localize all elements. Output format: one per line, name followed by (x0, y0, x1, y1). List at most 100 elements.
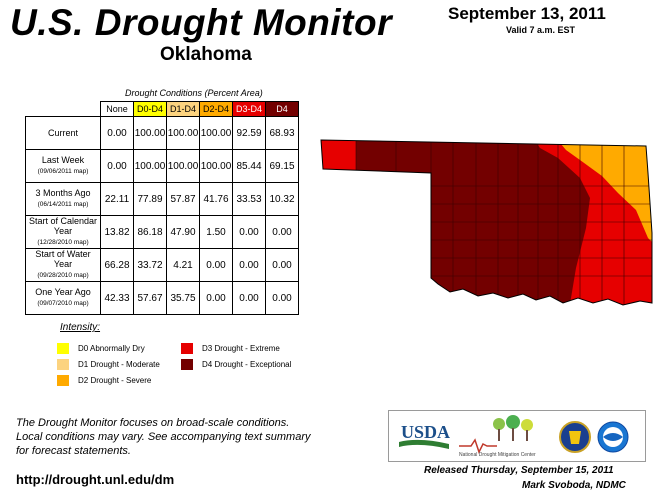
col-header-d1-d4: D1-D4 (166, 101, 200, 117)
row-label: Current (25, 116, 101, 150)
col-header-d4: D4 (265, 101, 299, 117)
noaa-logo-icon (597, 421, 629, 453)
valid-time: Valid 7 a.m. EST (506, 25, 576, 35)
table-cell: 41.76 (199, 182, 233, 216)
table-row: 3 Months Ago (06/14/2011 map) 22.11 77.89… (25, 182, 299, 216)
legend-item-d3: D3 Drought - Extreme (181, 343, 280, 354)
legend-label: D3 Drought - Extreme (202, 344, 280, 353)
row-label-text: Current (47, 128, 78, 138)
northeast-d2-area (556, 140, 652, 248)
legend-item-d2: D2 Drought - Severe (57, 375, 151, 386)
legend-label: D1 Drought - Moderate (78, 360, 160, 369)
legend-label: D2 Drought - Severe (78, 376, 152, 385)
table-cell: 0.00 (232, 215, 266, 249)
drought-conditions-table: None D0-D4 D1-D4 D2-D4 D3-D4 D4 Current … (25, 101, 299, 315)
table-cell: 92.59 (232, 116, 266, 150)
col-header-d0-d4: D0-D4 (133, 101, 167, 117)
table-cell: 100.00 (166, 149, 200, 183)
legend-item-d0: D0 Abnormally Dry (57, 343, 145, 354)
ndmc-pulse-icon (459, 438, 497, 454)
table-cell: 10.32 (265, 182, 299, 216)
table-row: Start of Water Year (09/28/2010 map) 66.2… (25, 248, 299, 282)
release-date: Released Thursday, September 15, 2011 (424, 465, 614, 476)
table-cell: 13.82 (100, 215, 134, 249)
row-label: Last Week (09/06/2011 map) (25, 149, 101, 183)
table-cell: 68.93 (265, 116, 299, 150)
table-cell: 0.00 (232, 281, 266, 315)
table-cell: 57.87 (166, 182, 200, 216)
seal-shield (569, 431, 581, 444)
col-header-none: None (100, 101, 134, 117)
noaa-bird (603, 433, 623, 441)
table-cell: 22.11 (100, 182, 134, 216)
state-outline (320, 139, 653, 306)
footnote-line: Local conditions may vary. See accompany… (16, 431, 311, 443)
table-cell: 47.90 (166, 215, 200, 249)
usda-logo: USDA (399, 422, 450, 449)
row-label-sub: (09/28/2010 map) (37, 272, 89, 279)
row-label: 3 Months Ago (06/14/2011 map) (25, 182, 101, 216)
row-label-sub: (09/07/2010 map) (37, 300, 89, 307)
table-cell: 100.00 (199, 149, 233, 183)
table-caption: Drought Conditions (Percent Area) (125, 88, 263, 98)
table-cell: 100.00 (199, 116, 233, 150)
legend-item-d1: D1 Drought - Moderate (57, 359, 160, 370)
footnote-line: The Drought Monitor focuses on broad-sca… (16, 417, 290, 429)
row-label-sub: (06/14/2011 map) (37, 201, 89, 208)
table-cell: 42.33 (100, 281, 134, 315)
table-cell: 0.00 (199, 281, 233, 315)
map-date: September 13, 2011 (448, 4, 606, 23)
legend-swatch (181, 359, 193, 370)
commerce-seal-icon (559, 421, 591, 453)
page-title: U.S. Drought Monitor (10, 2, 392, 43)
table-cell: 0.00 (100, 149, 134, 183)
legend-swatch (57, 375, 69, 386)
table-cell: 33.72 (133, 248, 167, 282)
tree-trunk (526, 430, 528, 441)
tree-trunk (512, 428, 514, 441)
table-cell: 66.28 (100, 248, 134, 282)
table-cell: 100.00 (166, 116, 200, 150)
table-row: One Year Ago (09/07/2010 map) 42.33 57.67… (25, 281, 299, 315)
table-cell: 86.18 (133, 215, 167, 249)
ndmc-logo: National Drought Mitigation Center (459, 415, 536, 458)
usda-swoosh-icon (399, 439, 449, 449)
table-cell: 0.00 (265, 248, 299, 282)
table-cell: 0.00 (265, 215, 299, 249)
region-name: Oklahoma (160, 44, 252, 65)
table-cell: 77.89 (133, 182, 167, 216)
table-row: Current 0.00 100.00 100.00 100.00 92.59 … (25, 116, 299, 150)
footnote-line: for forecast statements. (16, 445, 131, 457)
table-cell: 1.50 (199, 215, 233, 249)
website-link[interactable]: http://drought.unl.edu/dm (16, 472, 175, 487)
row-label-text: Start of Water Year (35, 249, 91, 269)
row-label-text: Start of Calendar Year (28, 216, 98, 236)
table-cell: 69.15 (265, 149, 299, 183)
table-cell: 4.21 (166, 248, 200, 282)
table-corner (26, 102, 101, 117)
table-header-row: None D0-D4 D1-D4 D2-D4 D3-D4 D4 (26, 101, 299, 117)
tree-trunk (498, 429, 500, 441)
tree-icon (506, 415, 520, 429)
row-label-sub: (12/28/2010 map) (37, 239, 89, 246)
legend-swatch (57, 359, 69, 370)
oklahoma-drought-map (320, 139, 653, 306)
legend-swatch (57, 343, 69, 354)
legend-swatch (181, 343, 193, 354)
table-cell: 57.67 (133, 281, 167, 315)
footnote: The Drought Monitor focuses on broad-sca… (16, 416, 336, 458)
logo-panel: USDA National Drought Mitigation Center (388, 410, 646, 462)
table-cell: 0.00 (265, 281, 299, 315)
author: Mark Svoboda, NDMC (522, 480, 626, 491)
row-label-sub: (09/06/2011 map) (37, 168, 89, 175)
row-label-text: 3 Months Ago (35, 188, 91, 198)
row-label: One Year Ago (09/07/2010 map) (25, 281, 101, 315)
table-row: Last Week (09/06/2011 map) 0.00 100.00 10… (25, 149, 299, 183)
table-cell: 33.53 (232, 182, 266, 216)
table-cell: 0.00 (232, 248, 266, 282)
row-label-text: Last Week (41, 155, 85, 165)
legend-label: D0 Abnormally Dry (78, 344, 145, 353)
table-cell: 85.44 (232, 149, 266, 183)
tree-icon (521, 419, 533, 431)
tree-icon (493, 418, 505, 430)
